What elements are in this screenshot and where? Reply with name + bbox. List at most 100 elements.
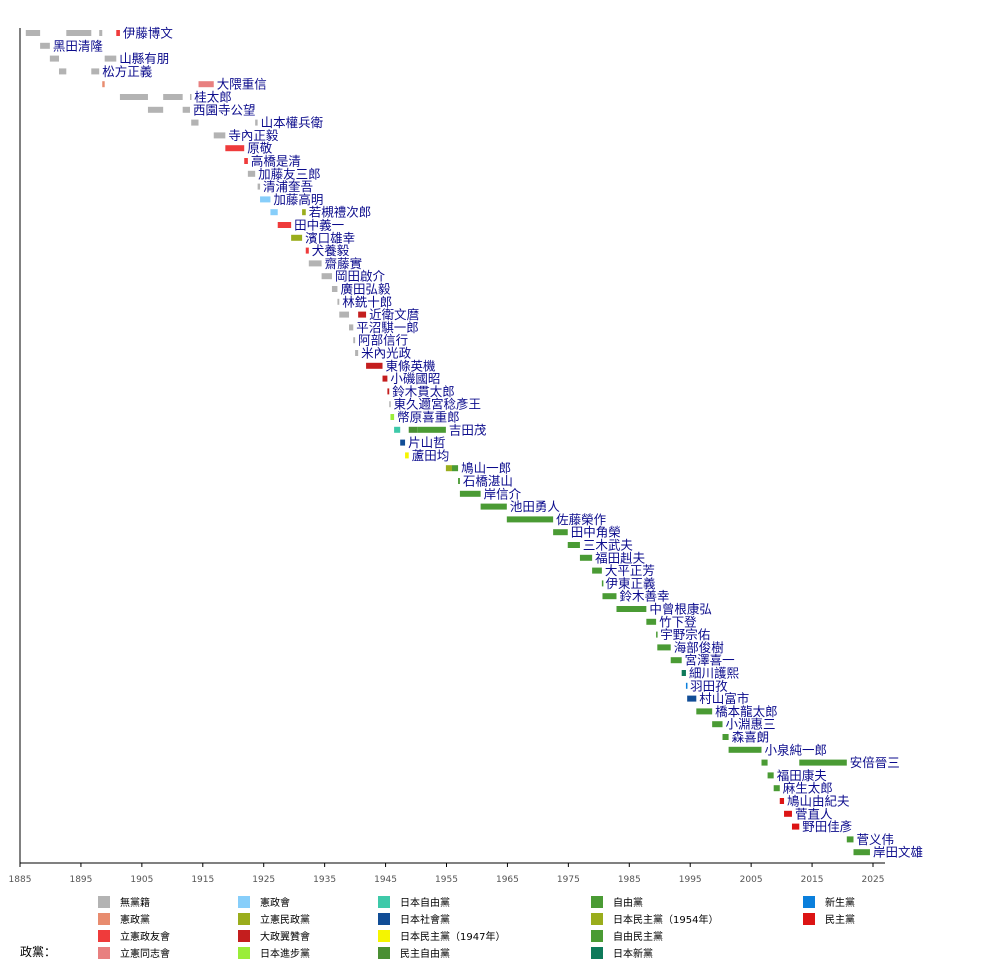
term-bar (767, 772, 774, 779)
pm-name-label: 片山哲 (408, 435, 446, 450)
term-bar (712, 721, 723, 728)
x-axis-ticks: 1885 1895 1905 1915 1925 1935 1945 1955 1965 1975… (9, 863, 884, 885)
term-bar (405, 452, 409, 459)
legend-item: 日本新黨 (591, 945, 653, 960)
pm-name-label: 犬養毅 (312, 243, 350, 258)
term-bar (853, 849, 870, 856)
x-tick-label: 1895 (69, 875, 92, 885)
term-bar (305, 247, 309, 254)
term-bar (761, 759, 768, 766)
term-bar (451, 465, 459, 472)
pm-name-label: 米內光政 (361, 346, 412, 361)
legend-swatch (378, 946, 390, 959)
pm-name-label: 菅直人 (795, 806, 833, 821)
pm-name-label: 加藤友三郎 (258, 166, 321, 181)
pm-name-label: 若槻禮次郎 (309, 205, 372, 220)
legend-item: 立憲同志會 (98, 945, 170, 960)
pm-name-label: 安倍晉三 (850, 755, 900, 770)
term-bar (458, 478, 460, 484)
pm-name-label: 岸信介 (484, 486, 522, 501)
term-bar (355, 350, 359, 356)
pm-name-label: 平沼騏一郎 (356, 320, 419, 335)
term-bar (247, 170, 256, 177)
pm-name-label: 村山富市 (699, 691, 749, 706)
pm-name-label: 鈴木貫太郎 (392, 384, 455, 399)
term-bar (255, 119, 258, 126)
term-bar (696, 708, 713, 715)
legend-item: 無黨籍 (98, 894, 150, 909)
pm-name-label: 福田赳夫 (595, 550, 646, 565)
term-bar (480, 503, 507, 510)
legend-label: 日本進步黨 (260, 949, 310, 960)
pm-name-label: 宮澤喜一 (685, 653, 735, 668)
pm-name-label: 小磯國昭 (390, 371, 440, 386)
term-bar (382, 375, 388, 382)
term-bar (182, 106, 190, 113)
term-bar (163, 94, 183, 100)
term-bar (198, 81, 214, 88)
legend-item: 自由民主黨 (591, 928, 663, 943)
term-bar (244, 158, 248, 164)
legend-label: 無黨籍 (120, 898, 150, 909)
legend-label: 自由民主黨 (613, 932, 663, 943)
x-tick-label: 1935 (313, 875, 336, 885)
term-bar (657, 644, 671, 651)
legend-swatch (98, 929, 110, 942)
legend-swatch (238, 895, 250, 908)
term-bar (799, 759, 847, 766)
labels-layer: 伊藤博文黑田清隆山縣有朋松方正義大隈重信桂太郎西園寺公望山本權兵衛寺內正毅原敬高… (53, 26, 923, 860)
legend-swatch (591, 929, 603, 942)
legend-swatch (98, 946, 110, 959)
legend-swatch (378, 912, 390, 925)
term-bar (567, 542, 580, 548)
term-bar (49, 55, 59, 62)
pm-name-label: 伊東正義 (605, 576, 656, 591)
term-bar (358, 311, 367, 318)
pm-timeline-chart: 伊藤博文黑田清隆山縣有朋松方正義大隈重信桂太郎西園寺公望山本權兵衛寺內正毅原敬高… (9, 26, 923, 886)
term-bar (353, 337, 356, 344)
x-tick-label: 1975 (557, 875, 580, 885)
pm-name-label: 山縣有朋 (119, 51, 169, 66)
pm-name-label: 池田勇人 (510, 499, 561, 514)
legend-label: 日本新黨 (613, 949, 653, 960)
legend-swatch (378, 929, 390, 942)
pm-name-label: 羽田孜 (690, 678, 728, 693)
term-bar (791, 823, 800, 830)
term-bar (116, 30, 120, 36)
pm-name-label: 伊藤博文 (123, 26, 174, 41)
legend-swatch (98, 895, 110, 908)
pm-name-label: 麻生太郎 (783, 781, 833, 796)
legend-item: 民主自由黨 (378, 945, 450, 960)
x-tick-label: 1995 (679, 875, 702, 885)
legend-item: 日本民主黨（1947年） (378, 928, 505, 943)
pm-name-label: 幣原喜重郎 (397, 410, 460, 425)
pm-name-label: 黑田清隆 (53, 38, 104, 53)
term-bar (722, 734, 729, 740)
pm-name-label: 竹下登 (659, 614, 697, 629)
x-tick-label: 1955 (435, 875, 458, 885)
pm-name-label: 吉田茂 (449, 422, 487, 437)
legend-title: 政黨： (20, 945, 57, 959)
pm-name-label: 近衛文麿 (369, 307, 420, 322)
legend-item: 日本民主黨（1954年） (591, 911, 718, 926)
term-bar (387, 388, 390, 395)
term-bar (602, 593, 617, 600)
legend-swatch (238, 929, 250, 942)
x-tick-label: 1925 (252, 875, 275, 885)
term-bar (601, 580, 604, 587)
pm-name-label: 松方正義 (102, 64, 153, 79)
x-tick-label: 1905 (130, 875, 153, 885)
term-bar (579, 554, 593, 561)
term-bar (394, 426, 401, 433)
pm-name-label: 海部俊樹 (674, 640, 724, 655)
pm-name-label: 寺內正毅 (228, 128, 279, 143)
legend-item: 大政翼贊會 (238, 928, 310, 943)
pm-name-label: 石橋湛山 (463, 474, 513, 489)
pm-name-label: 桂太郎 (194, 90, 232, 105)
legend-label: 憲政黨 (120, 915, 150, 926)
legend-item: 日本自由黨 (378, 894, 450, 909)
term-bar (592, 567, 602, 574)
pm-name-label: 東久邇宮稔彥王 (393, 397, 481, 412)
pm-name-label: 小淵惠三 (726, 717, 776, 732)
term-bar (308, 260, 322, 267)
